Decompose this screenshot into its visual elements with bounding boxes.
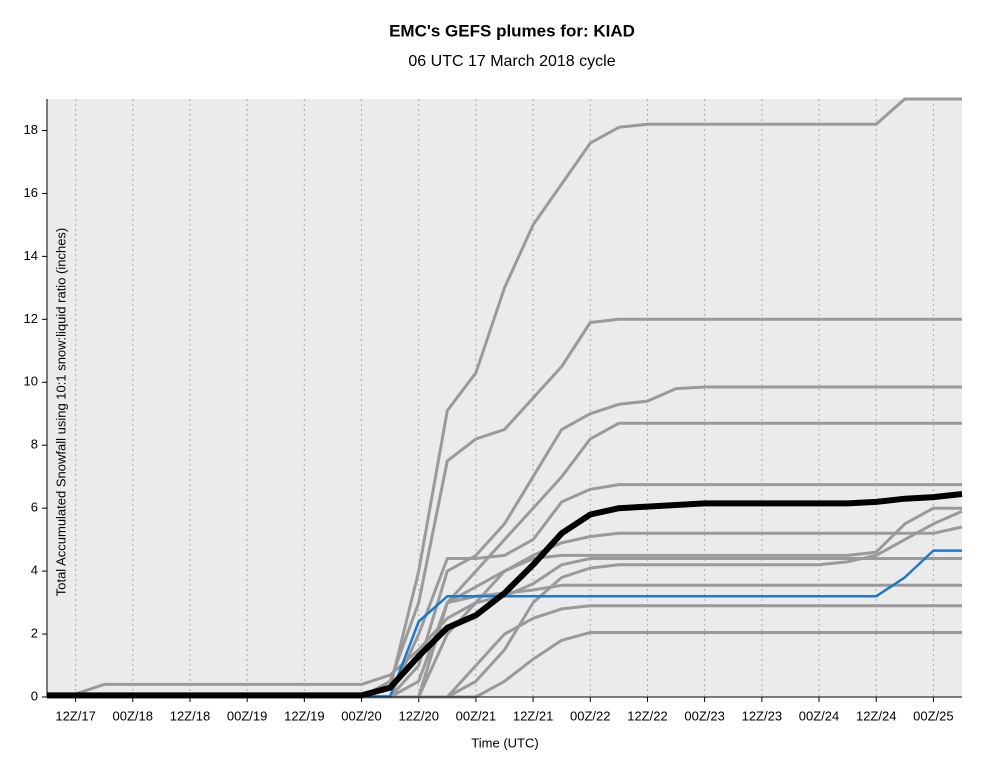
y-tick-label: 0 [31,688,38,703]
x-tick-label: 00Z/22 [570,708,610,723]
x-tick-label: 00Z/24 [799,708,839,723]
x-tick-label: 00Z/23 [684,708,724,723]
x-tick-label: 00Z/21 [456,708,496,723]
x-tick-label: 12Z/17 [55,708,95,723]
x-axis-title: Time (UTC) [471,735,538,750]
series-line [47,491,963,699]
x-tick-label: 12Z/22 [627,708,667,723]
y-tick-label: 8 [31,437,38,452]
x-tick-label: 12Z/24 [856,708,896,723]
x-tick-label: 12Z/20 [398,708,438,723]
x-tick-label: 12Z/18 [170,708,210,723]
x-tick-label: 12Z/21 [513,708,553,723]
plot: 12Z/17 00Z/18 12Z/18 00Z/19 12Z/19 00Z/20 12Z/… [24,97,963,723]
x-tick-label: 00Z/25 [913,708,953,723]
chart-title: EMC's GEFS plumes for: KIAD [389,21,635,40]
y-tick-label: 4 [31,563,38,578]
y-tick-label: 14 [24,248,38,263]
chart-subtitle: 06 UTC 17 March 2018 cycle [408,53,615,70]
y-axis-title: Total Accumulated Snowfall using 10:1 sn… [53,228,68,597]
y-tick-label: 2 [31,625,38,640]
y-tick-label: 18 [24,122,38,137]
x-tick-label: 12Z/19 [284,708,324,723]
plot-background [47,99,962,697]
x-tick-label: 00Z/19 [227,708,267,723]
x-tick-label: 00Z/20 [341,708,381,723]
x-tick-label: 12Z/23 [742,708,782,723]
y-tick-label: 6 [31,500,38,515]
x-tick-label: 00Z/18 [113,708,153,723]
y-tick-label: 12 [24,311,38,326]
y-tick-label: 10 [24,374,38,389]
y-tick-label: 16 [24,185,38,200]
